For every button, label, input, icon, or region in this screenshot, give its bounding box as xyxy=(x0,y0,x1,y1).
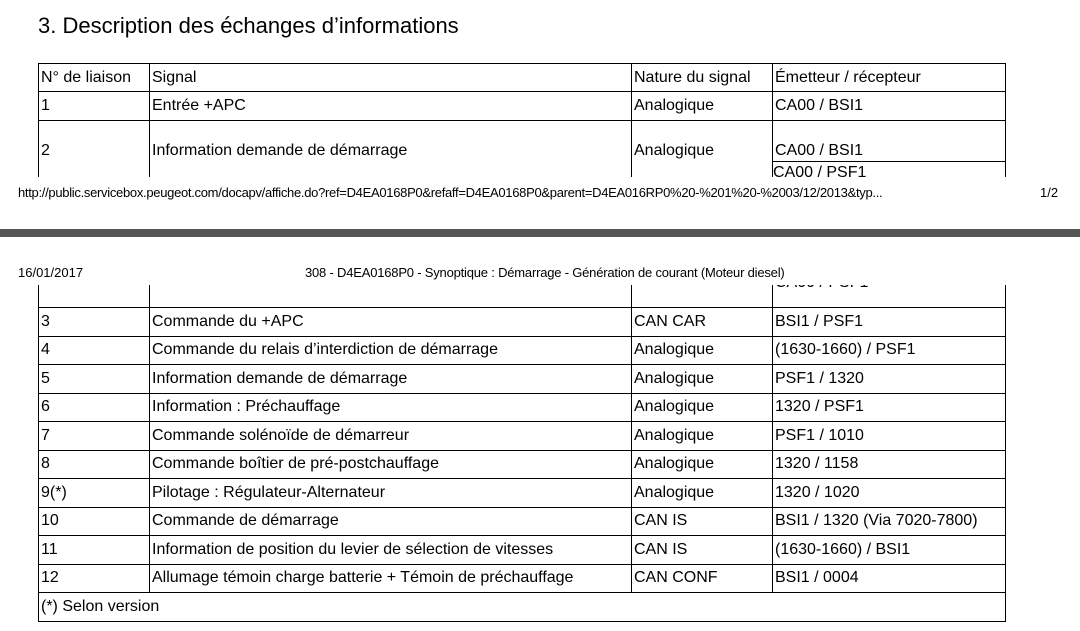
cell-emetteur: (1630-1660) / BSI1 xyxy=(772,535,1006,565)
cell-nature: CAN CAR xyxy=(631,307,773,337)
cell-signal: Pilotage : Régulateur-Alternateur xyxy=(149,478,632,508)
cell-nature: Analogique xyxy=(631,120,773,177)
cell-nature: Analogique xyxy=(631,478,773,508)
table-row: 2 Information demande de démarrage Analo… xyxy=(38,120,1006,177)
cell-signal: Information demande de démarrage xyxy=(149,120,632,177)
cell-emetteur: (1630-1660) / PSF1 xyxy=(772,335,1006,365)
cell-emetteur: BSI1 / 0004 xyxy=(772,563,1006,593)
table-row: 4 Commande du relais d’interdiction de dé… xyxy=(38,335,1006,365)
table-row: 1 Entrée +APC Analogique CA00 / BSI1 xyxy=(38,91,1006,121)
cell-nature: CAN IS xyxy=(631,535,773,565)
cell-emetteur: PSF1 / 1320 xyxy=(772,364,1006,394)
cell-emetteur: PSF1 / 1010 xyxy=(772,421,1006,451)
table-row-continued: CA00 / PSF1 xyxy=(38,285,1006,308)
cell-signal: Commande de démarrage xyxy=(149,506,632,536)
cell-nature: CAN IS xyxy=(631,506,773,536)
cell-signal: Entrée +APC xyxy=(149,91,632,121)
section-title: 3. Description des échanges d’informatio… xyxy=(38,13,459,38)
page-separator xyxy=(0,229,1080,237)
cell-signal xyxy=(149,285,632,308)
cell-emetteur: BSI1 / 1320 (Via 7020-7800) xyxy=(772,506,1006,536)
cell-signal: Information demande de démarrage xyxy=(149,364,632,394)
cell-emetteur-line2: CA00 / PSF1 xyxy=(773,161,1005,177)
cell-emetteur: CA00 / PSF1 xyxy=(772,285,1006,308)
page-number: 1/2 xyxy=(1040,185,1059,200)
cell-signal: Commande boîtier de pré-postchauffage xyxy=(149,449,632,479)
cell-no: 6 xyxy=(38,392,150,422)
cell-nature: Analogique xyxy=(631,449,773,479)
table-row: 6 Information : Préchauffage Analogique 132… xyxy=(38,392,1006,422)
cell-no: 4 xyxy=(38,335,150,365)
table-row: 9(*) Pilotage : Régulateur-Alternateur Ana… xyxy=(38,478,1006,508)
cell-no: 9(*) xyxy=(38,478,150,508)
cell-signal: Allumage témoin charge batterie + Témoin… xyxy=(149,563,632,593)
cell-no: 3 xyxy=(38,307,150,337)
table-row: 8 Commande boîtier de pré-postchauffage An… xyxy=(38,449,1006,479)
cell-signal: Commande solénoïde de démarreur xyxy=(149,421,632,451)
cell-no: 2 xyxy=(38,120,150,177)
header-no: N° de liaison xyxy=(38,63,150,92)
table-header-row: N° de liaison Signal Nature du signal Ém… xyxy=(38,63,1006,92)
cell-nature: Analogique xyxy=(631,392,773,422)
cell-nature: Analogique xyxy=(631,335,773,365)
cell-no: 10 xyxy=(38,506,150,536)
cell-no: 1 xyxy=(38,91,150,121)
cell-no: 7 xyxy=(38,421,150,451)
cell-nature: Analogique xyxy=(631,91,773,121)
cell-no: 8 xyxy=(38,449,150,479)
cell-signal: Information de position du levier de sél… xyxy=(149,535,632,565)
cell-signal: Commande du +APC xyxy=(149,307,632,337)
header-nature: Nature du signal xyxy=(631,63,773,92)
cell-signal: Information : Préchauffage xyxy=(149,392,632,422)
cell-nature: Analogique xyxy=(631,364,773,394)
cell-no xyxy=(38,285,150,308)
header-emetteur: Émetteur / récepteur xyxy=(772,63,1006,92)
cell-signal: Commande du relais d’interdiction de dém… xyxy=(149,335,632,365)
print-date: 16/01/2017 xyxy=(18,265,84,280)
cell-no: 5 xyxy=(38,364,150,394)
cell-nature xyxy=(631,285,773,308)
cell-emetteur: CA00 / BSI1 CA00 / PSF1 xyxy=(772,120,1006,177)
cell-nature: Analogique xyxy=(631,421,773,451)
cell-emetteur: BSI1 / PSF1 xyxy=(772,307,1006,337)
cell-emetteur: CA00 / BSI1 xyxy=(772,91,1006,121)
table-row: 11 Information de position du levier de s… xyxy=(38,535,1006,565)
table-row: 5 Information demande de démarrage Analogi… xyxy=(38,364,1006,394)
page-1: 3. Description des échanges d’informatio… xyxy=(0,0,1080,177)
table-row: 3 Commande du +APC CAN CAR BSI1 / PSF1 xyxy=(38,307,1006,337)
cell-emetteur: 1320 / 1158 xyxy=(772,449,1006,479)
footnote-row: (*) Selon version xyxy=(38,592,1006,622)
cell-nature: CAN CONF xyxy=(631,563,773,593)
table-row: 12 Allumage témoin charge batterie + Témo… xyxy=(38,563,1006,593)
footnote: (*) Selon version xyxy=(38,592,1006,622)
table-row: 7 Commande solénoïde de démarreur Analogiq… xyxy=(38,421,1006,451)
cell-no: 11 xyxy=(38,535,150,565)
exchange-table-page1: N° de liaison Signal Nature du signal Ém… xyxy=(38,63,1006,177)
document-title: 308 - D4EA0168P0 - Synoptique : Démarrag… xyxy=(305,265,785,280)
cell-emetteur: 1320 / 1020 xyxy=(772,478,1006,508)
footer-url: http://public.servicebox.peugeot.com/doc… xyxy=(18,185,883,200)
cell-no: 12 xyxy=(38,563,150,593)
cell-emetteur: 1320 / PSF1 xyxy=(772,392,1006,422)
cell-emetteur-line1: CA00 / BSI1 xyxy=(775,142,864,159)
table-row: 10 Commande de démarrage CAN IS BSI1 / 1320… xyxy=(38,506,1006,536)
header-signal: Signal xyxy=(149,63,632,92)
